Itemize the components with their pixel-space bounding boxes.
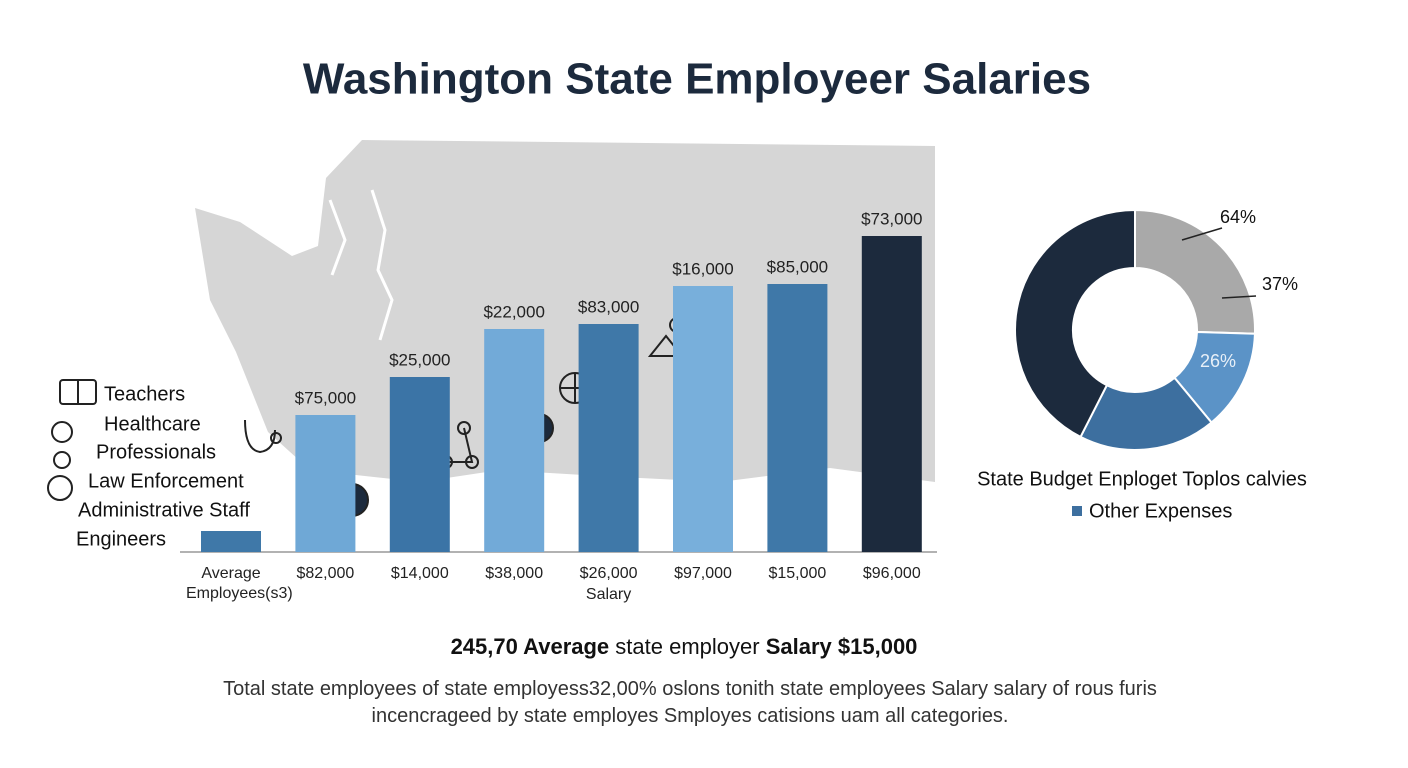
bar-label: $83,000 — [578, 297, 639, 316]
bar — [389, 377, 450, 552]
bar — [295, 415, 356, 552]
bar — [578, 324, 639, 552]
bar-label: $85,000 — [767, 257, 828, 276]
legend-label: Other Expenses — [1089, 500, 1232, 522]
summary-stat: 245,70 Average — [450, 634, 610, 659]
footnote: incencrageed by state employes Smployes … — [371, 705, 1009, 727]
bar-label: $75,000 — [295, 388, 356, 407]
bar-label: $16,000 — [672, 259, 733, 278]
x-axis-label: Salary — [585, 586, 632, 603]
x-tick-label: $82,000 — [296, 565, 355, 582]
state-map — [195, 140, 935, 482]
donut-segment — [1079, 376, 1213, 451]
x-tick-label: $96,000 — [862, 565, 921, 582]
bar — [673, 286, 733, 552]
map-sound — [328, 189, 394, 341]
legend-item: Healthcare — [104, 413, 201, 435]
bar-label: $22,000 — [483, 302, 544, 321]
x-tick-label: Average Employees(s3) — [186, 565, 293, 602]
summary-text: state employer — [615, 634, 760, 659]
bar — [767, 284, 828, 552]
leader-line — [1221, 295, 1257, 299]
page-title: Washington State Employeer Salaries — [303, 55, 1091, 104]
summary: 245,70 Average state employer Salary $15… — [0, 634, 1368, 660]
donut-title: State Budget Enploget Toplos calvies — [977, 468, 1307, 490]
legend-item: Law Enforcement — [88, 470, 244, 492]
donut-segment — [1014, 208, 1136, 439]
legend-item: Teachers — [104, 383, 185, 405]
leader-line — [1181, 227, 1223, 241]
legend-swatch — [1072, 506, 1082, 516]
legend-item: Professionals — [96, 441, 216, 463]
segment-label: 64% — [1220, 207, 1256, 227]
bar — [201, 531, 261, 552]
summary-stat: Salary $15,000 — [765, 634, 918, 659]
bar — [484, 329, 545, 552]
legend-item: Administrative Staff — [78, 499, 250, 521]
legend-item: Engineers — [76, 528, 166, 550]
x-tick-label: $15,000 — [768, 565, 827, 582]
donut-segment — [1134, 208, 1256, 335]
segment-label: 26% — [1200, 351, 1236, 371]
segment-label: 37% — [1262, 274, 1298, 294]
bar-label: $73,000 — [861, 209, 922, 228]
x-tick-label: $14,000 — [390, 565, 449, 582]
x-tick-label: $38,000 — [485, 565, 544, 582]
x-tick-label: $26,000 — [579, 565, 638, 582]
bar — [861, 236, 922, 552]
x-tick-label: $97,000 — [674, 565, 732, 582]
bar-label: $25,000 — [389, 350, 450, 369]
footnote: Total state employees of state employess… — [223, 678, 1157, 700]
